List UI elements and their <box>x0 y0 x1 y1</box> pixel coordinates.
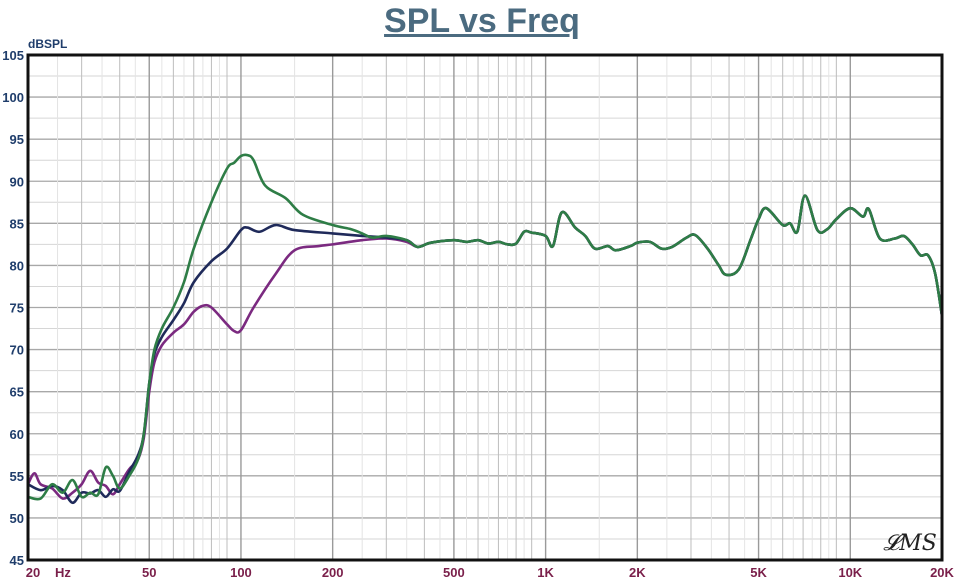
x-tick-label: 200 <box>322 565 344 580</box>
x-unit-label: Hz <box>55 565 71 580</box>
series-line-3 <box>27 153 944 501</box>
y-tick-label: 75 <box>10 301 24 316</box>
chart-title: SPL vs Freq <box>384 2 580 40</box>
x-tick-label: 5K <box>750 565 767 580</box>
y-tick-label: 80 <box>10 258 24 273</box>
y-tick-label: 65 <box>10 385 24 400</box>
x-tick-label: 500 <box>443 565 465 580</box>
y-tick-label: 45 <box>10 553 24 568</box>
x-tick-label: 1K <box>537 565 554 580</box>
y-tick-label: 50 <box>10 511 24 526</box>
y-tick-label: 105 <box>2 48 24 63</box>
x-tick-label: 10K <box>838 565 862 580</box>
y-tick-label: 100 <box>2 90 24 105</box>
y-tick-label: 95 <box>10 132 24 147</box>
y-tick-label: 60 <box>10 427 24 442</box>
series-line-1 <box>26 194 944 500</box>
x-tick-label: 100 <box>230 565 252 580</box>
y-tick-label: 70 <box>10 343 24 358</box>
x-tick-label: 20 <box>26 565 40 580</box>
y-tick-label: 55 <box>10 469 24 484</box>
x-tick-label: 50 <box>142 565 156 580</box>
y-axis-label: dBSPL <box>28 37 67 51</box>
plot-frame <box>26 53 944 562</box>
y-tick-label: 90 <box>10 174 24 189</box>
y-tick-label: 85 <box>10 216 24 231</box>
x-tick-label: 20K <box>930 565 954 580</box>
x-tick-label: 2K <box>629 565 646 580</box>
lms-watermark: 𝓛MS <box>883 531 937 556</box>
